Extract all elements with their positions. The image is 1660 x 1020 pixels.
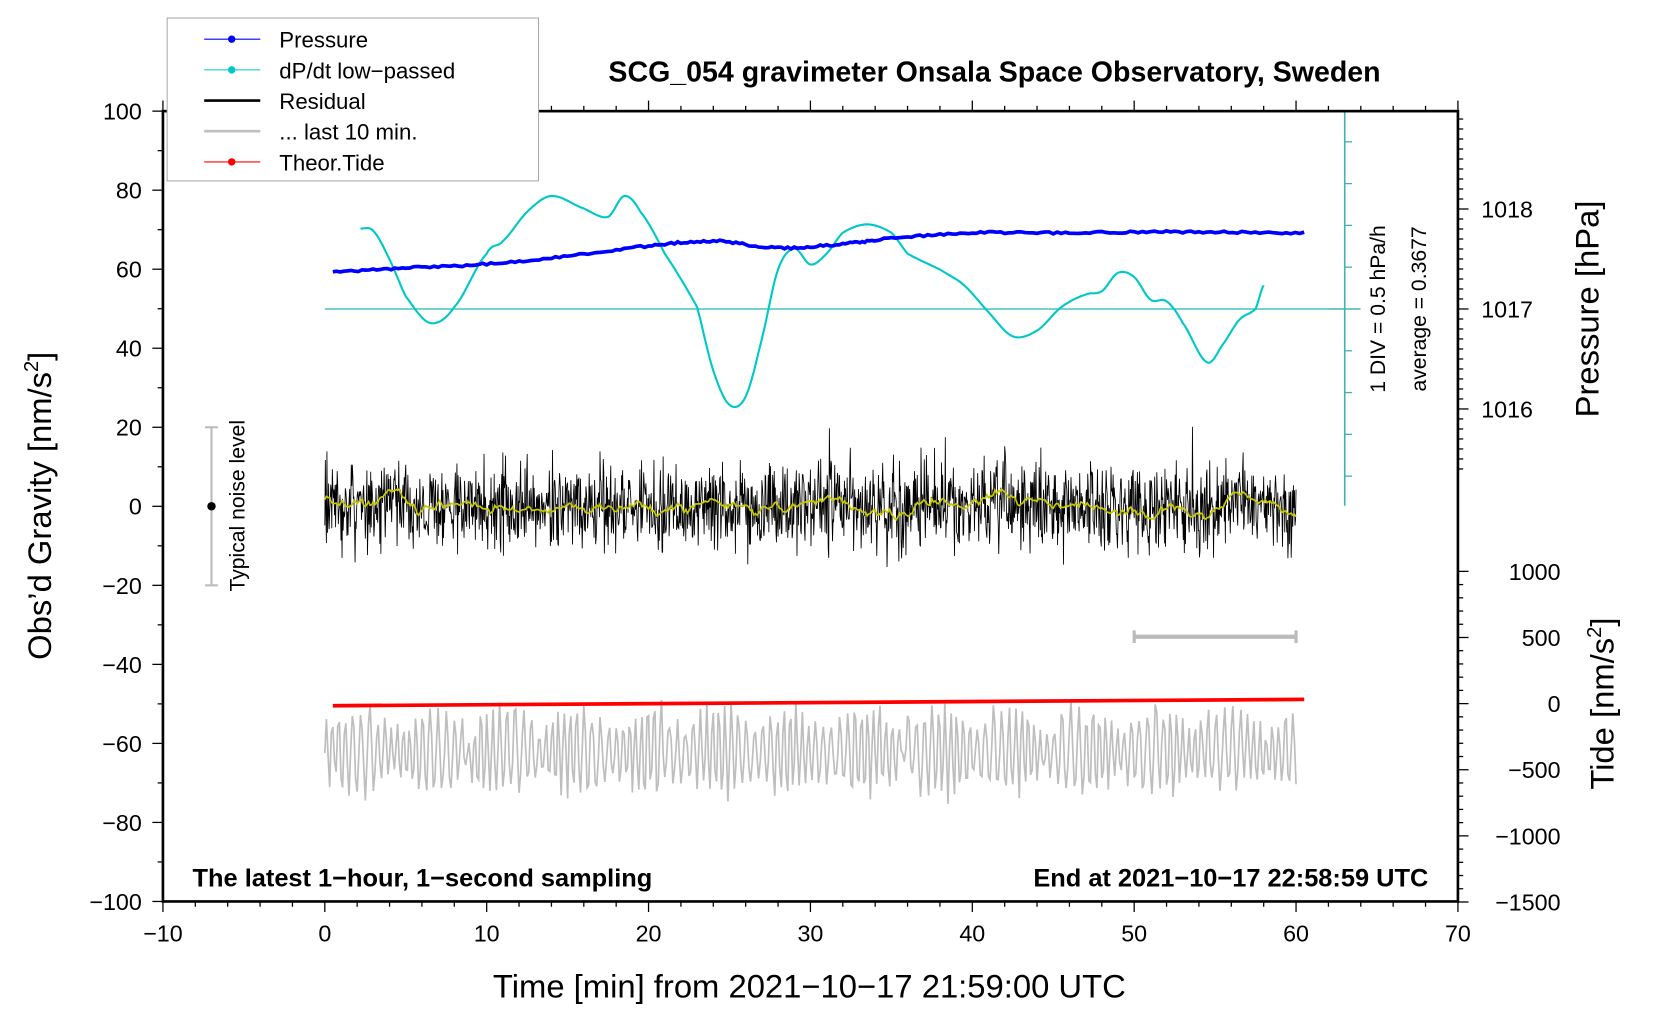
legend: Pressure dP/dt low−passed Residual ... last… xyxy=(166,17,540,182)
x-tick-label: 50 xyxy=(1121,921,1147,947)
y-label-text: Obs’d Gravity [nm/s xyxy=(21,372,58,660)
legend-label: ... last 10 min. xyxy=(279,120,417,145)
legend-entry: ... last 10 min. xyxy=(204,120,418,145)
legend-items: Pressure dP/dt low−passed Residual ... last… xyxy=(204,28,455,175)
pressure-tick-label: 1016 xyxy=(1481,396,1533,422)
legend-label: Pressure xyxy=(279,28,368,53)
tide-tick-label: −1000 xyxy=(1495,823,1560,849)
y-label-sup: 2 xyxy=(21,361,43,372)
x-tick-label: 30 xyxy=(797,921,823,947)
legend-entry: Residual xyxy=(204,89,366,114)
y-axis-label-left: Obs’d Gravity [nm/s2] xyxy=(21,352,58,660)
legend-label: Theor.Tide xyxy=(279,150,384,175)
x-tick-label: 60 xyxy=(1283,921,1309,947)
legend-entry: dP/dt low−passed xyxy=(204,58,455,83)
chart-marks xyxy=(205,194,1360,804)
legend-label: Residual xyxy=(279,89,365,114)
x-tick-label: 70 xyxy=(1445,921,1471,947)
annotation-bottom-left: The latest 1−hour, 1−second sampling xyxy=(193,865,653,893)
dpdt-series xyxy=(360,194,1265,409)
pressure-tick-label: 1017 xyxy=(1481,296,1533,322)
tide-label-end: ] xyxy=(1583,618,1620,627)
tide-tick-label: −1500 xyxy=(1495,889,1560,915)
dpdt-scale-label: 1 DIV = 0.5 hPa/h xyxy=(1367,225,1390,392)
y-tick-label: 0 xyxy=(129,494,142,520)
tide-label-text: Tide [nm/s xyxy=(1583,638,1620,790)
legend-label: dP/dt low−passed xyxy=(279,58,455,83)
x-tick-label: −10 xyxy=(143,921,183,947)
tide-tick-label: −500 xyxy=(1508,757,1560,783)
legend-marker xyxy=(227,66,236,74)
x-tick-label: 0 xyxy=(318,921,331,947)
tide-tick-label: 500 xyxy=(1522,625,1561,651)
y-tick-label: 100 xyxy=(103,99,142,125)
chart-title: SCG_054 gravimeter Onsala Space Observat… xyxy=(608,57,1380,89)
y-label-end: ] xyxy=(21,352,58,361)
annotation-bottom-right: End at 2021−10−17 22:58:59 UTC xyxy=(1033,865,1428,893)
x-tick-label: 20 xyxy=(636,921,662,947)
dpdt-average-label: average = 0.3677 xyxy=(1408,226,1431,391)
y-tick-label: 40 xyxy=(116,336,142,362)
legend-entry: Pressure xyxy=(204,28,368,53)
y-axis-label-tide: Tide [nm/s2] xyxy=(1583,618,1620,790)
y-tick-label: 60 xyxy=(116,257,142,283)
noise-level-label: Typical noise level xyxy=(226,420,249,592)
tide-tick-label: 0 xyxy=(1548,691,1561,717)
y-tick-label: −20 xyxy=(102,573,142,599)
x-tick-label: 10 xyxy=(474,921,500,947)
legend-marker xyxy=(227,35,236,43)
y-tick-label: −60 xyxy=(102,731,142,757)
y-tick-label: −40 xyxy=(102,652,142,678)
noise-level-center xyxy=(207,502,216,511)
chart-axes: −10 0 10 20 30 40 50 60 70−100−80−60−40−20020406… xyxy=(89,99,1560,947)
y-axis-label-pressure: Pressure [hPa] xyxy=(1569,201,1606,418)
pressure-series xyxy=(332,228,1305,274)
x-tick-label: 40 xyxy=(959,921,985,947)
y-tick-label: 20 xyxy=(116,415,142,441)
y-tick-label: −80 xyxy=(102,810,142,836)
y-tick-label: 80 xyxy=(116,178,142,204)
tide-label-sup: 2 xyxy=(1584,627,1606,638)
legend-entry: Theor.Tide xyxy=(204,150,385,175)
pressure-tick-label: 1018 xyxy=(1481,196,1533,222)
x-axis-label: Time [min] from 2021−10−17 21:59:00 UTC xyxy=(493,968,1126,1005)
last-10-min-series xyxy=(323,699,1297,804)
tide-tick-label: 1000 xyxy=(1509,559,1561,585)
legend-marker xyxy=(227,158,236,166)
residual-series xyxy=(324,426,1297,568)
y-tick-label: −100 xyxy=(89,889,141,915)
tide-series xyxy=(332,697,1305,708)
residual-smoothed-series xyxy=(324,487,1297,522)
